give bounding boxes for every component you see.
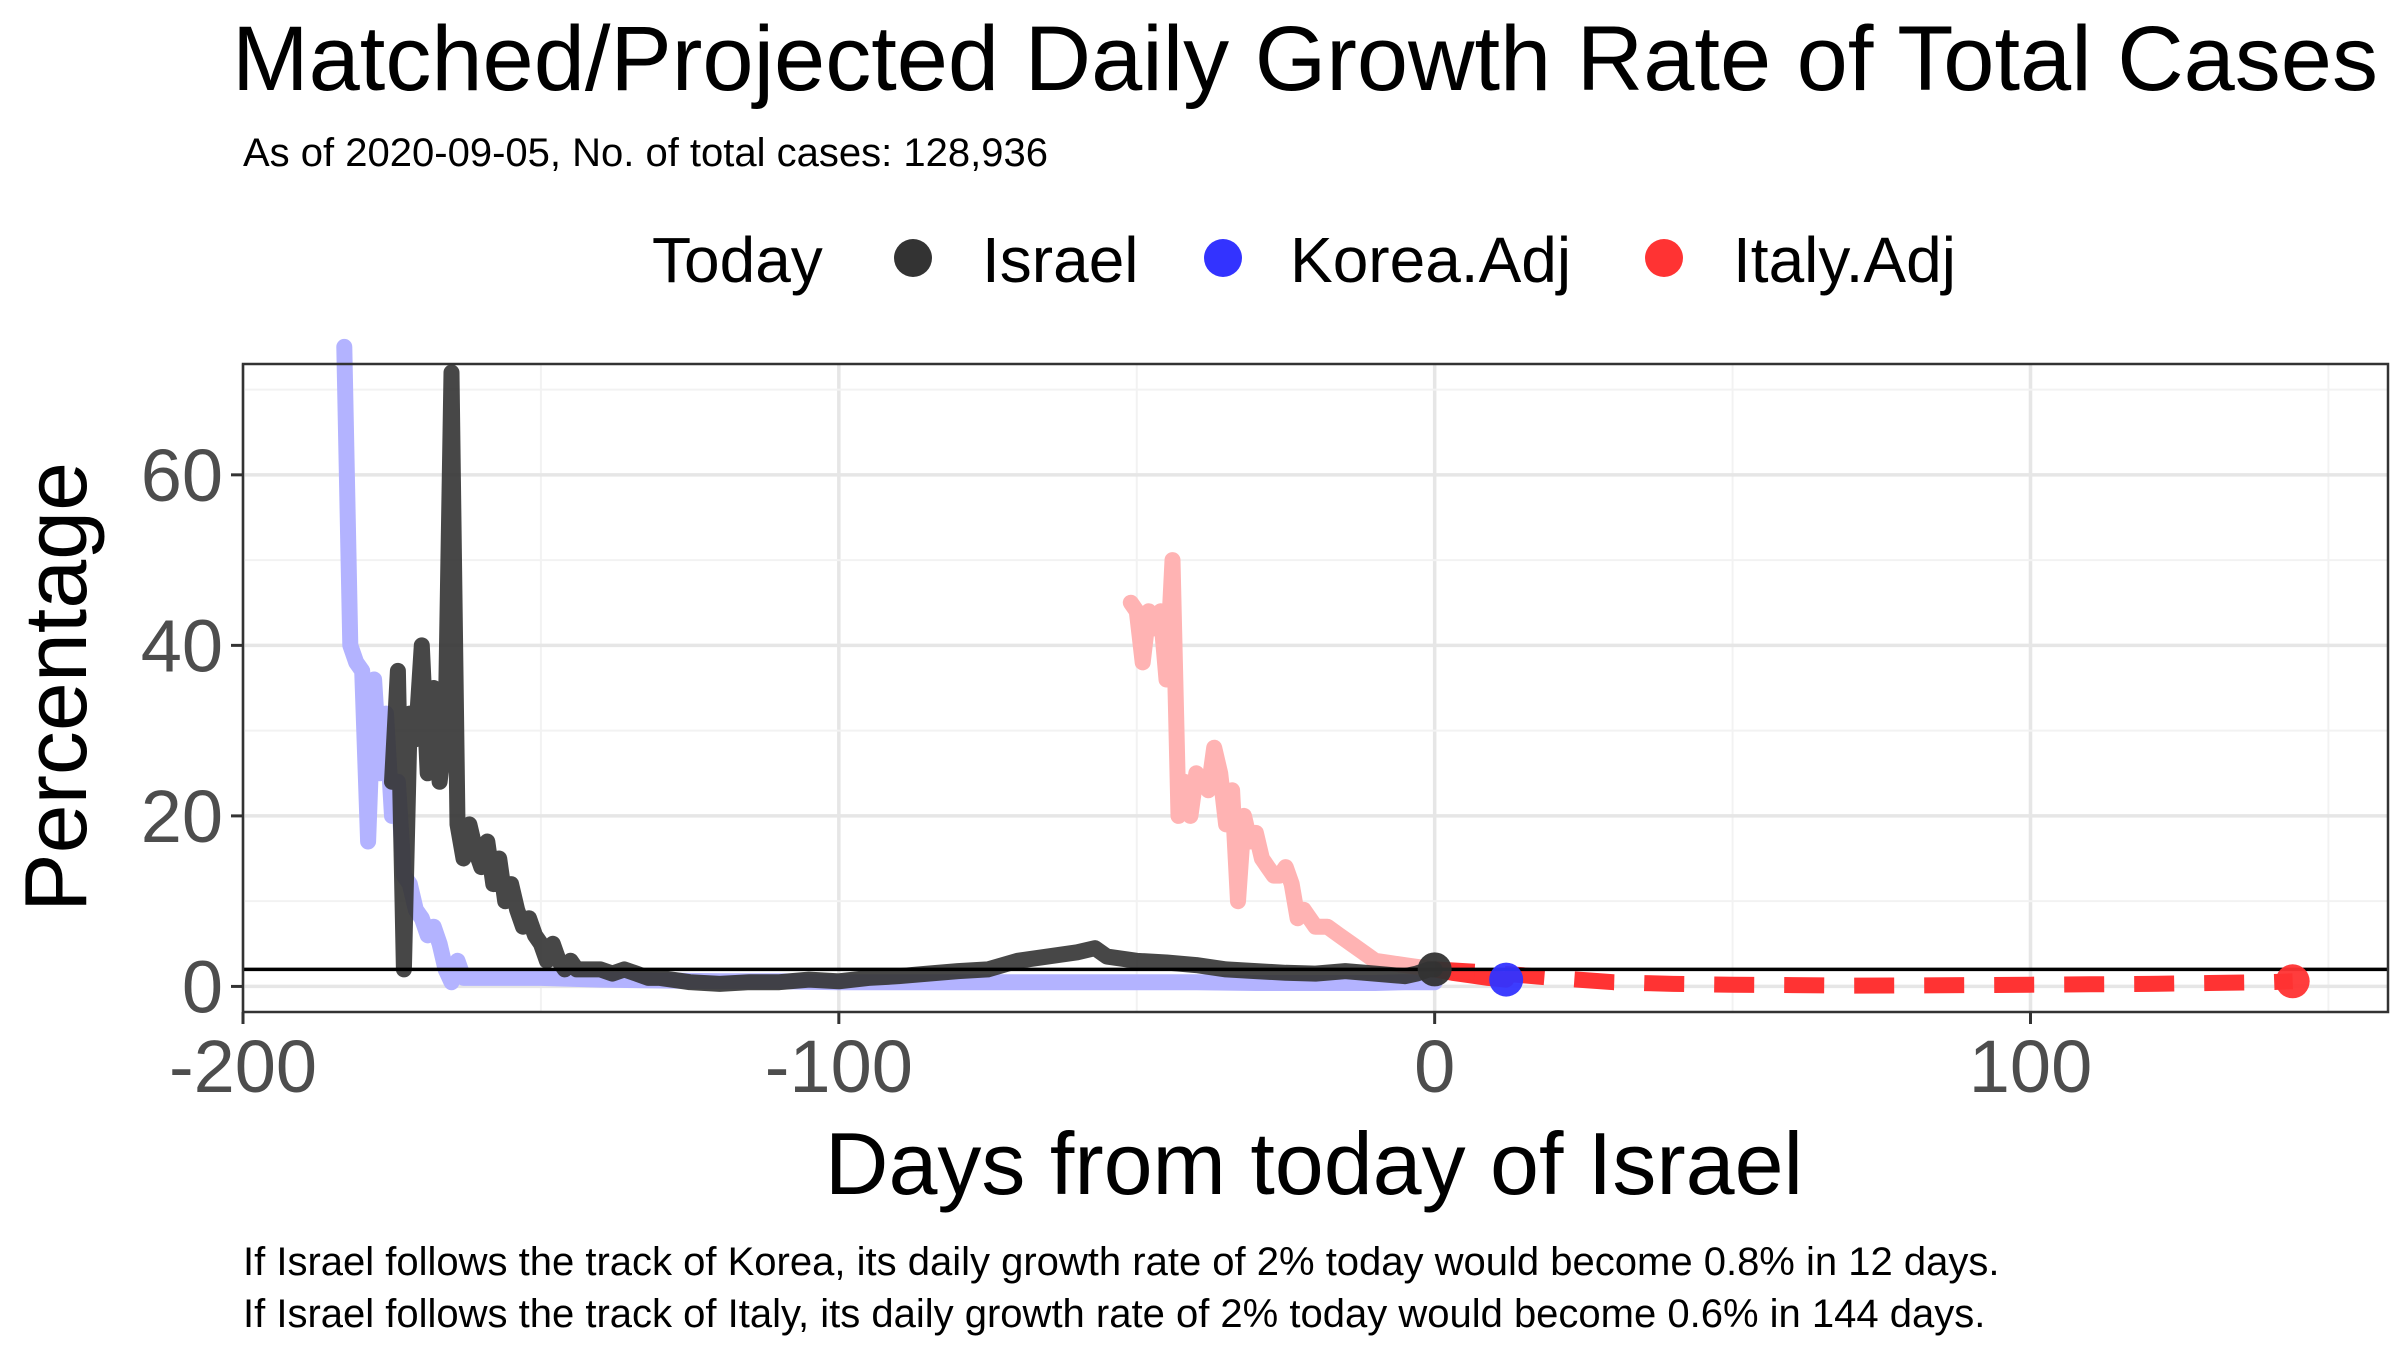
- caption-korea: If Israel follows the track of Korea, it…: [243, 1240, 1999, 1284]
- y-tick-label: 40: [141, 604, 223, 687]
- panel-border: [241, 362, 2390, 1014]
- legend-key-korea: [1204, 239, 1242, 277]
- point-korea-adj: [1489, 962, 1524, 997]
- points-layer: [1417, 952, 2310, 999]
- legend-title: Today: [652, 224, 823, 296]
- caption-italy: If Israel follows the track of Italy, it…: [243, 1292, 1985, 1336]
- x-tick-label: -100: [765, 1025, 913, 1108]
- x-axis-title: Days from today of Israel: [825, 1114, 1803, 1213]
- y-tick-label: 60: [141, 434, 223, 517]
- y-axis-title: Percentage: [6, 462, 105, 912]
- legend-label-korea: Korea.Adj: [1290, 224, 1571, 296]
- x-tick-label: -200: [169, 1025, 317, 1108]
- legend-label-israel: Israel: [982, 224, 1139, 296]
- legend: Today Israel Korea.Adj Italy.Adj: [652, 224, 1956, 296]
- point-israel: [1417, 952, 1452, 987]
- x-tick-label: 0: [1414, 1025, 1455, 1108]
- legend-key-israel: [894, 239, 932, 277]
- x-tick-label: 100: [1969, 1025, 2092, 1108]
- plot-panel: -200 -100 0 100 0 20 40 60: [141, 338, 2390, 1108]
- series-line-korea-adj: [336, 338, 1443, 991]
- y-tick-label: 20: [141, 775, 223, 858]
- series-line-italy-adj: [1122, 552, 1443, 978]
- series-layer: [336, 338, 2294, 994]
- chart-subtitle: As of 2020-09-05, No. of total cases: 12…: [243, 131, 1048, 175]
- legend-key-italy: [1645, 239, 1683, 277]
- legend-label-italy: Italy.Adj: [1733, 224, 1956, 296]
- chart-title: Matched/Projected Daily Growth Rate of T…: [232, 8, 2378, 110]
- series-line-italy-adj-projected: [1434, 961, 2294, 994]
- point-italy-adj: [2275, 964, 2310, 999]
- y-tick-label: 0: [182, 945, 223, 1028]
- axes: -200 -100 0 100 0 20 40 60: [141, 434, 2093, 1108]
- series-line-israel: [384, 364, 1443, 992]
